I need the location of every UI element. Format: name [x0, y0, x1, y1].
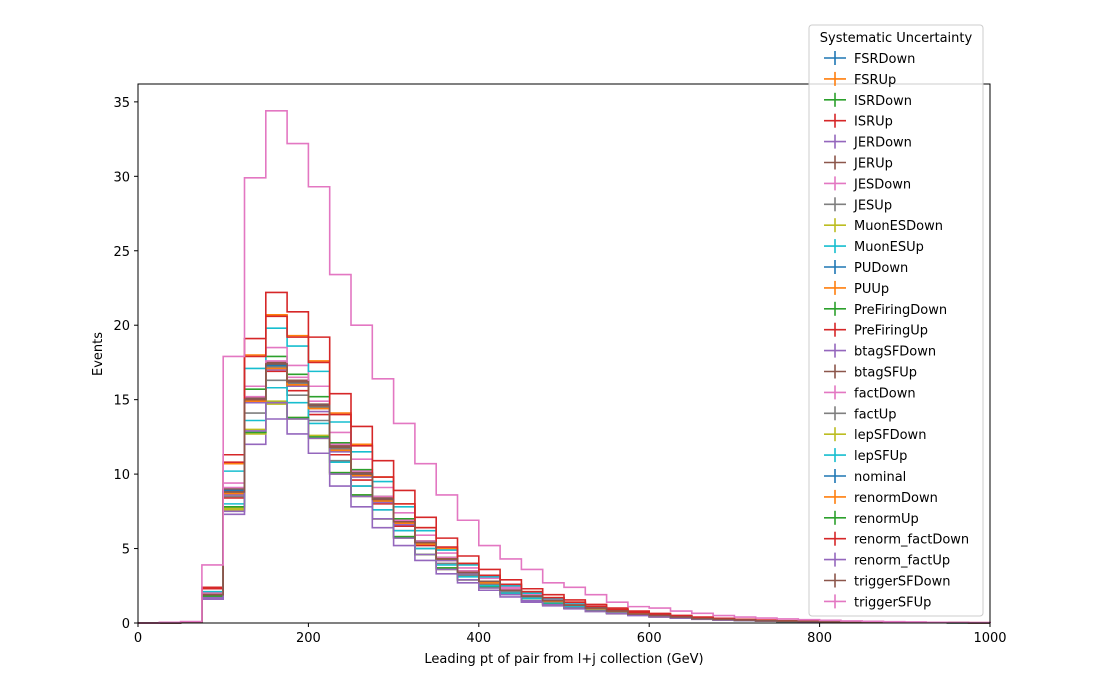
- legend-item-factdown: factDown: [824, 385, 916, 401]
- legend-label: PreFiringUp: [854, 324, 928, 339]
- legend-item-puup: PUUp: [824, 280, 889, 297]
- legend-label: btagSFUp: [854, 366, 917, 381]
- x-tick-label: 400: [466, 631, 491, 646]
- legend-item-jerdown: JERDown: [824, 134, 912, 151]
- legend-frame: [808, 24, 984, 617]
- legend-item-renormdown: renormDown: [824, 489, 938, 506]
- legend-item-prefiringup: PreFiringUp: [824, 322, 928, 339]
- series-layer: [138, 110, 991, 624]
- y-axis-label: Events: [91, 332, 106, 376]
- legend-item-jesup: JESUp: [824, 197, 892, 213]
- legend-item-renormup: renormUp: [824, 510, 919, 527]
- legend-label: factDown: [854, 386, 916, 401]
- legend-label: factUp: [854, 407, 897, 422]
- legend-label: PreFiringDown: [854, 303, 947, 318]
- legend-item-isrup: ISRUp: [824, 113, 893, 130]
- y-tick-label: 10: [113, 468, 130, 483]
- legend-label: lepSFUp: [854, 449, 907, 464]
- x-axis-label: Leading pt of pair from l+j collection (…: [424, 652, 703, 667]
- legend-item-isrdown: ISRDown: [824, 92, 912, 109]
- legend-item-lepsfdown: lepSFDown: [824, 427, 926, 443]
- legend-label: FSRUp: [854, 73, 896, 88]
- legend-label: JERUp: [853, 157, 893, 172]
- legend-label: ISRDown: [854, 94, 912, 109]
- legend-item-fsrdown: FSRDown: [824, 51, 915, 67]
- legend-label: renorm_factUp: [854, 554, 950, 569]
- legend-item-triggersfdown: triggerSFDown: [824, 573, 950, 590]
- y-tick-label: 20: [113, 319, 130, 334]
- legend-label: JESDown: [853, 177, 911, 192]
- legend-label: PUUp: [854, 282, 889, 297]
- legend-label: MuonESDown: [854, 219, 943, 234]
- legend-label: PUDown: [854, 261, 908, 276]
- y-tick-label: 35: [113, 96, 130, 111]
- legend-item-nominal: nominal: [824, 469, 906, 485]
- legend-item-fsrup: FSRUp: [824, 71, 896, 88]
- legend-item-renorm-factdown: renorm_factDown: [824, 531, 969, 548]
- y-tick-label: 5: [122, 543, 130, 558]
- x-tick-label: 200: [296, 631, 321, 646]
- legend-items: FSRDown FSRUp ISRDown ISRUp JERDown JERUp JESD…: [824, 51, 969, 610]
- legend-label: JESUp: [853, 198, 892, 213]
- legend-label: JERDown: [853, 136, 912, 151]
- y-tick-label: 30: [113, 170, 130, 185]
- legend-item-muonesup: MuonESUp: [824, 239, 924, 255]
- legend-label: ISRUp: [854, 115, 893, 130]
- y-tick-label: 15: [113, 394, 130, 409]
- legend-label: MuonESUp: [854, 240, 924, 255]
- legend-label: renorm_factDown: [854, 533, 969, 548]
- legend-item-pudown: PUDown: [824, 260, 908, 276]
- legend-item-jerup: JERUp: [824, 155, 893, 172]
- y-axis: 0 5 10 15 20 25 30 35: [113, 96, 138, 632]
- x-tick-label: 1000: [973, 631, 1006, 646]
- legend-label: FSRDown: [854, 52, 915, 67]
- series-line-triggersfdown: [138, 363, 991, 624]
- legend-item-lepsfup: lepSFUp: [824, 448, 907, 464]
- y-tick-label: 0: [122, 617, 130, 632]
- x-axis: 0 200 400 600 800 1000: [134, 623, 1007, 646]
- legend-item-factup: factUp: [824, 406, 897, 422]
- legend-item-btagsfup: btagSFUp: [824, 364, 917, 381]
- legend-item-btagsfdown: btagSFDown: [824, 343, 936, 360]
- x-tick-label: 800: [807, 631, 832, 646]
- legend-label: triggerSFDown: [854, 575, 950, 590]
- x-tick-label: 600: [637, 631, 662, 646]
- legend-label: lepSFDown: [854, 428, 926, 443]
- legend-label: triggerSFUp: [854, 595, 931, 610]
- plot-frame: [137, 83, 991, 624]
- legend-label: renormUp: [854, 512, 919, 527]
- legend-item-jesdown: JESDown: [824, 176, 911, 192]
- legend-title: Systematic Uncertainty: [820, 31, 973, 46]
- legend-item-prefiringdown: PreFiringDown: [824, 301, 947, 318]
- y-tick-label: 25: [113, 245, 130, 260]
- legend-item-muonesdown: MuonESDown: [824, 218, 943, 234]
- series-line-triggersfup: [138, 110, 991, 624]
- x-tick-label: 0: [134, 631, 142, 646]
- legend-item-triggersfup: triggerSFUp: [824, 594, 931, 610]
- legend-label: btagSFDown: [854, 345, 936, 360]
- legend: Systematic Uncertainty FSRDown FSRUp ISRDo…: [808, 24, 984, 617]
- legend-label: nominal: [854, 470, 906, 485]
- legend-label: renormDown: [854, 491, 938, 506]
- legend-item-renorm-factup: renorm_factUp: [824, 552, 950, 569]
